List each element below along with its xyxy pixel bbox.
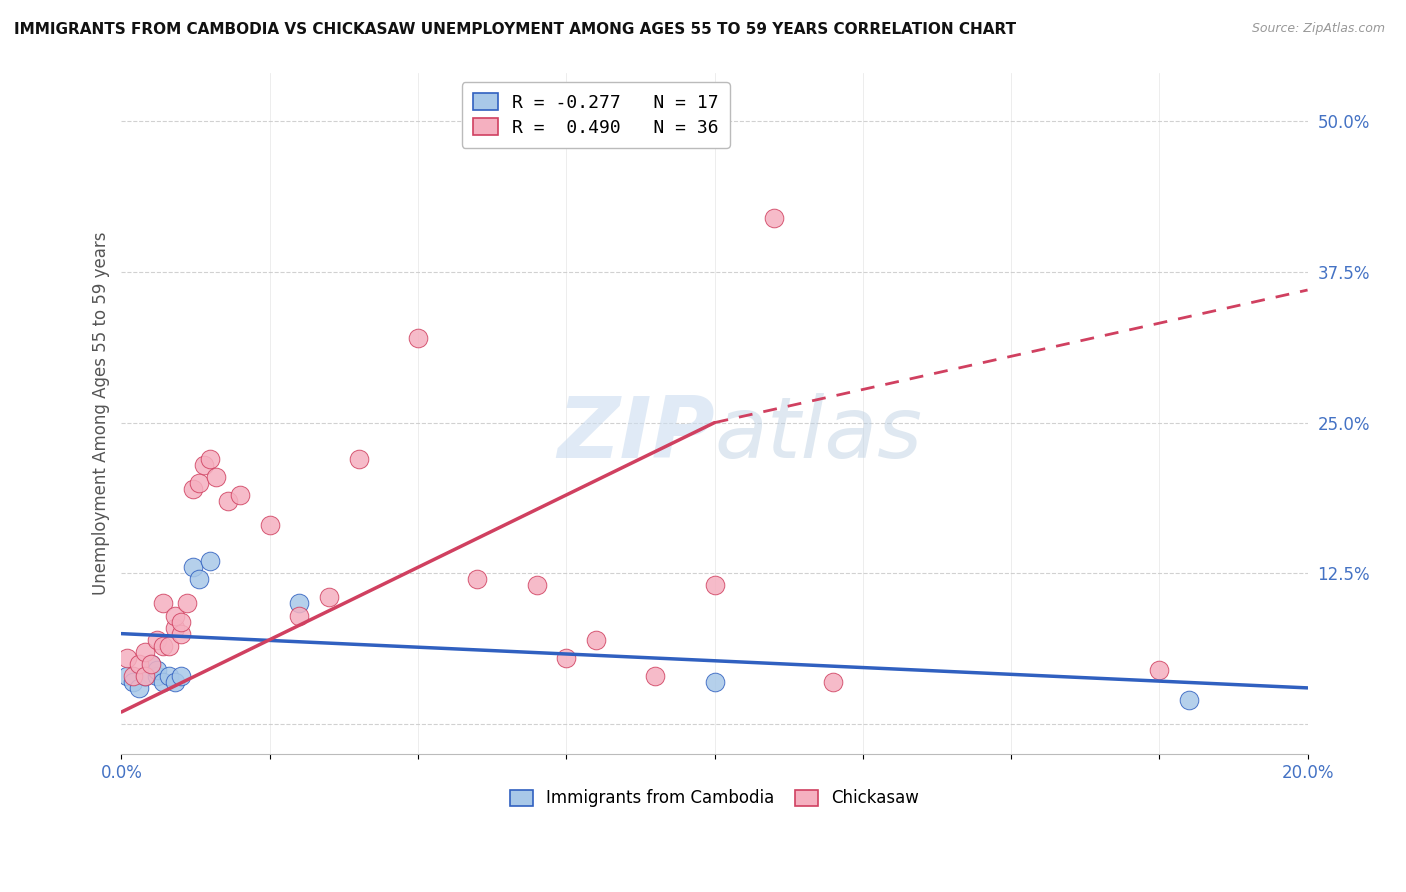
Point [1149,663,1171,677]
Point [157,639,180,653]
Point [152,674,174,689]
Legend: Immigrants from Cambodia, Chickasaw: Immigrants from Cambodia, Chickasaw [503,782,927,814]
Point [139,657,162,671]
Point [117,669,139,683]
Point [585,632,607,647]
Text: IMMIGRANTS FROM CAMBODIA VS CHICKASAW UNEMPLOYMENT AMONG AGES 55 TO 59 YEARS COR: IMMIGRANTS FROM CAMBODIA VS CHICKASAW UN… [14,22,1017,37]
Point [217,494,239,508]
Point [170,669,193,683]
Point [146,663,169,677]
Point [163,621,186,635]
Point [288,597,311,611]
Point [200,554,222,568]
Text: atlas: atlas [714,392,922,475]
Point [555,650,578,665]
Point [134,669,156,683]
Point [146,632,169,647]
Point [152,639,174,653]
Point [526,578,548,592]
Point [259,518,281,533]
Point [823,674,845,689]
Point [187,475,209,490]
Text: ZIP: ZIP [557,392,714,475]
Point [163,674,186,689]
Point [157,669,180,683]
Point [762,211,785,225]
Point [193,458,215,472]
Point [122,669,145,683]
Point [318,591,340,605]
Text: Source: ZipAtlas.com: Source: ZipAtlas.com [1251,22,1385,36]
Point [139,657,162,671]
Point [170,615,193,629]
Point [128,681,150,695]
Point [187,573,209,587]
Point [200,451,222,466]
Point [176,597,198,611]
Point [122,674,145,689]
Point [406,331,429,345]
Y-axis label: Unemployment Among Ages 55 to 59 years: Unemployment Among Ages 55 to 59 years [93,232,110,595]
Point [703,578,725,592]
Point [205,470,228,484]
Point [181,482,204,496]
Point [146,669,169,683]
Point [347,451,370,466]
Point [170,626,193,640]
Point [703,674,725,689]
Point [117,650,139,665]
Point [181,560,204,574]
Point [134,669,156,683]
Point [134,645,156,659]
Point [163,608,186,623]
Point [152,597,174,611]
Point [229,488,252,502]
Point [1178,693,1201,707]
Point [128,657,150,671]
Point [465,573,488,587]
Point [644,669,666,683]
Point [288,608,311,623]
